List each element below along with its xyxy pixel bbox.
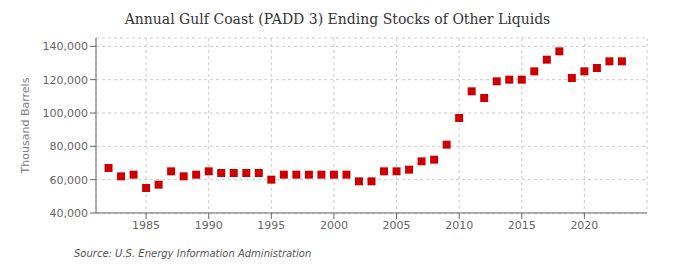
html-text:Source: U.S. Energy Informatio: Source: U.S. Energy Information Administ… [74, 248, 312, 259]
svg-text:2015: 2015 [508, 219, 536, 232]
svg-text:140,000: 140,000 [43, 40, 89, 53]
svg-text:2000: 2000 [320, 219, 348, 232]
svg-text:1995: 1995 [257, 219, 285, 232]
html-text:Annual Gulf Coast (PADD 3) End: Annual Gulf Coast (PADD 3) Ending Stocks… [124, 11, 551, 27]
svg-text:120,000: 120,000 [43, 74, 89, 87]
svg-text:40,000: 40,000 [50, 207, 89, 220]
svg-text:1990: 1990 [195, 219, 223, 232]
svg-text:1985: 1985 [132, 219, 160, 232]
svg-text:60,000: 60,000 [50, 174, 89, 187]
svg-text:80,000: 80,000 [50, 140, 89, 153]
svg-text:2020: 2020 [570, 219, 598, 232]
svg-text:100,000: 100,000 [43, 107, 89, 120]
svg-text:2010: 2010 [445, 219, 473, 232]
svg-text:Thousand Barrels: Thousand Barrels [19, 77, 32, 174]
svg-text:2005: 2005 [383, 219, 411, 232]
